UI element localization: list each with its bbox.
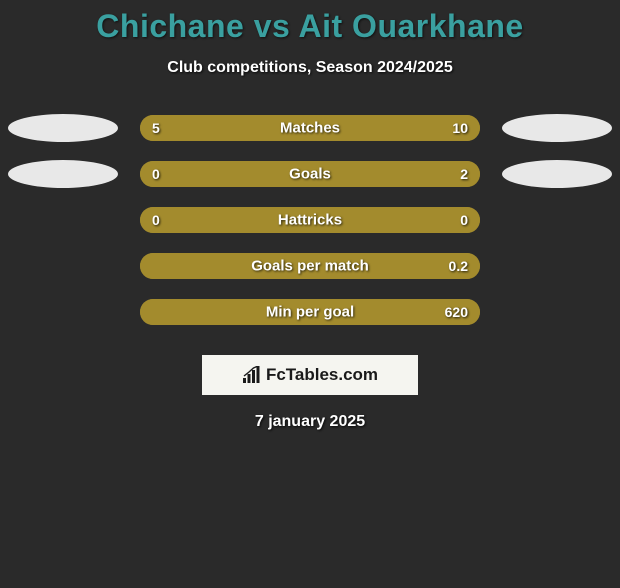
player-ellipse-right [502, 160, 612, 188]
stat-bar: Goals per match0.2 [140, 253, 480, 279]
stat-bar: Goals02 [140, 161, 480, 187]
stat-bar: Hattricks00 [140, 207, 480, 233]
date-text: 7 january 2025 [0, 413, 620, 431]
stat-bar-left-fill [140, 207, 310, 233]
stat-bar-right-fill [140, 253, 480, 279]
stat-bar-right-fill [310, 207, 480, 233]
stat-row: Goals02 [0, 151, 620, 197]
stat-bar-right-fill [140, 161, 480, 187]
stat-bar-right-fill [252, 115, 480, 141]
player-ellipse-left [8, 114, 118, 142]
stat-bar: Matches510 [140, 115, 480, 141]
stat-row: Hattricks00 [0, 197, 620, 243]
stat-bar-right-fill [140, 299, 480, 325]
stat-bar: Min per goal620 [140, 299, 480, 325]
stat-bar-left-fill [140, 115, 252, 141]
brand-label: FcTables.com [266, 365, 378, 385]
bar-chart-icon [242, 366, 262, 384]
subtitle: Club competitions, Season 2024/2025 [0, 59, 620, 77]
player-ellipse-left [8, 160, 118, 188]
player-ellipse-right [502, 114, 612, 142]
brand-box: FcTables.com [202, 355, 418, 395]
stats-area: Matches510 Goals02 Hattricks00 Goals per ma… [0, 105, 620, 335]
page-title: Chichane vs Ait Ouarkhane [0, 8, 620, 45]
stat-row: Matches510 [0, 105, 620, 151]
stat-row: Min per goal620 [0, 289, 620, 335]
stat-row: Goals per match0.2 [0, 243, 620, 289]
brand-text: FcTables.com [242, 365, 378, 385]
